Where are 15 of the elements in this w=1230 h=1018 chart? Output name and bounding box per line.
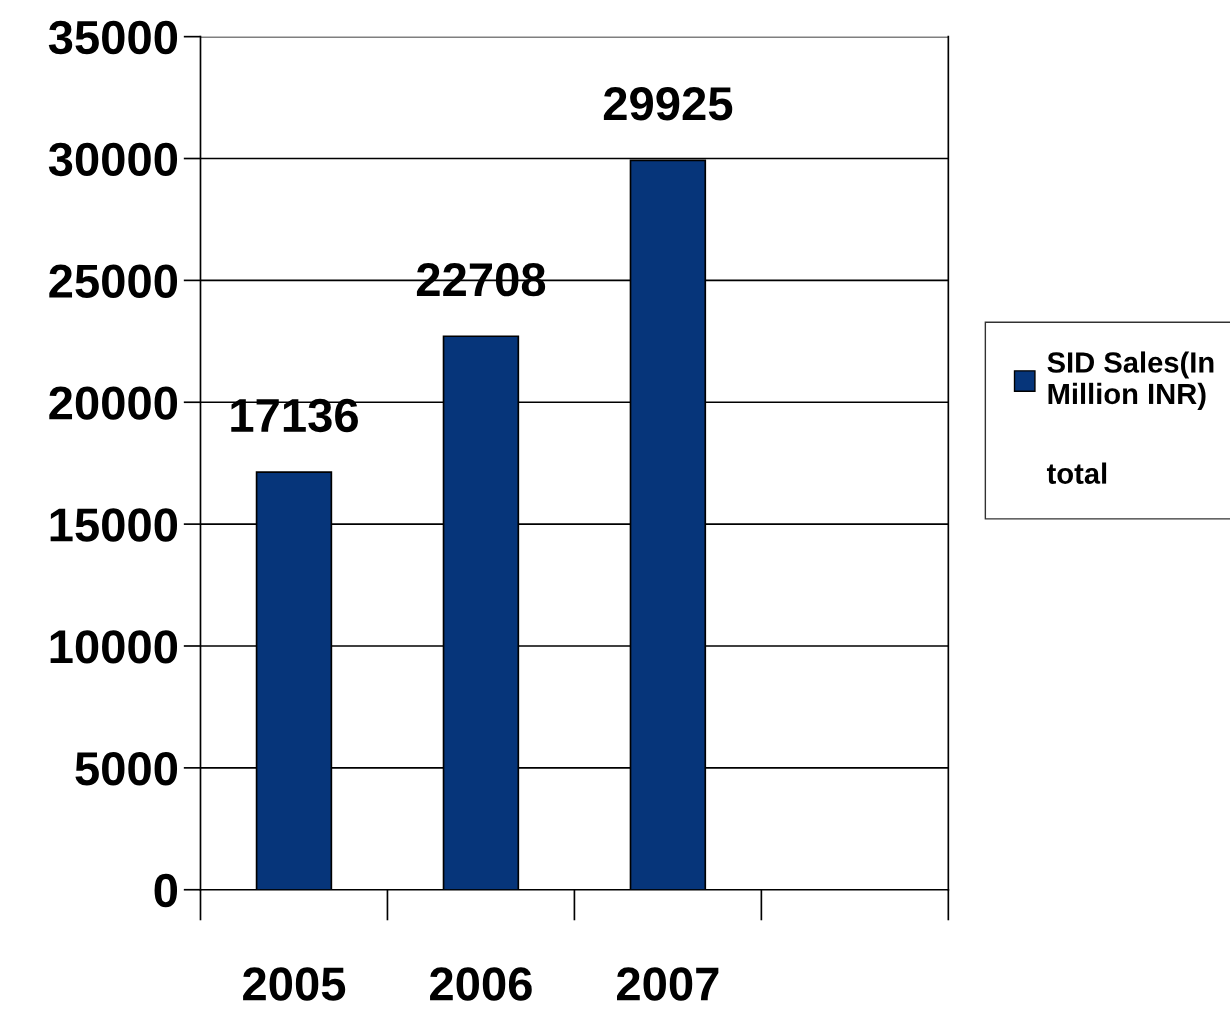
y-tick-label: 30000 — [48, 142, 178, 177]
y-tick-label: 5000 — [75, 752, 178, 786]
y-tick-label: 10000 — [50, 630, 178, 664]
x-tick-label: 2006 — [430, 967, 532, 1001]
data-label: 17136 — [231, 398, 358, 433]
y-tick-label: 0 — [154, 873, 178, 908]
legend-label: SID Sales(In Million INR) — [1047, 351, 1214, 410]
x-tick-label: 2005 — [243, 967, 346, 1001]
y-tick-label: 20000 — [49, 386, 178, 420]
x-tick-label: 2007 — [617, 967, 719, 1001]
text: total — [1046, 462, 1107, 484]
y-tick-label: 35000 — [48, 20, 178, 55]
data-label: 29925 — [603, 87, 733, 121]
y-tick-label: 15000 — [50, 508, 178, 542]
y-tick-label: 25000 — [49, 264, 178, 298]
